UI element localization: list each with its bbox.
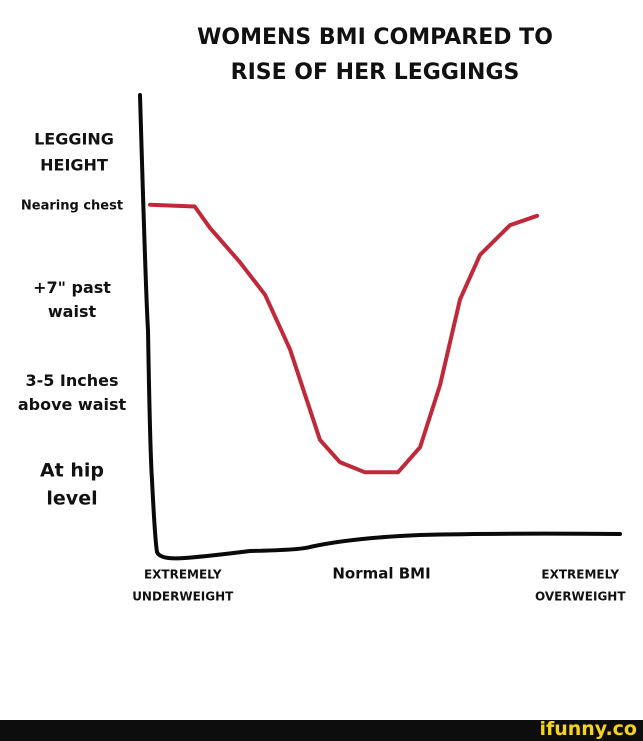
x-tick-label: Normal BMI xyxy=(332,564,431,583)
y-tick-label: 3-5 Inches above waist xyxy=(17,371,127,414)
axes xyxy=(138,93,622,561)
y-axis-title: HEIGHT xyxy=(40,155,108,175)
chart-title: RISE OF HER LEGGINGS xyxy=(230,60,520,86)
y-tick-label: +7" past waist xyxy=(33,278,111,321)
chart-title: WOMENS BMI COMPARED TO xyxy=(197,25,553,51)
x-tick-label: EXTREMELY UNDERWEIGHT xyxy=(132,567,234,603)
footer-bar: ifunny.co xyxy=(0,718,643,741)
line xyxy=(148,202,540,475)
watermark: ifunny.co xyxy=(539,718,637,740)
y-axis-title: LEGGING xyxy=(34,129,114,149)
x-tick-label: EXTREMELY OVERWEIGHT xyxy=(534,567,626,603)
y-tick-label: At hip level xyxy=(39,459,105,510)
y-tick-label: Nearing chest xyxy=(20,198,124,214)
